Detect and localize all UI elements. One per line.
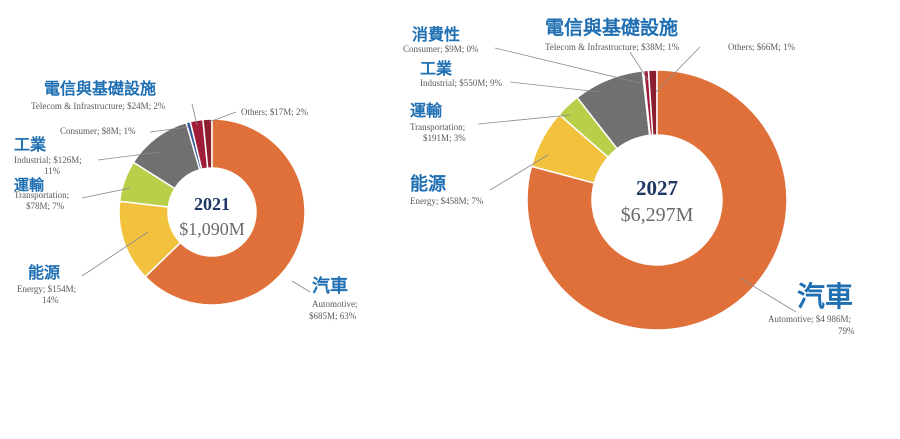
leader-consumer-2027: [494, 47, 641, 84]
label-en-transportation-2021: Transportation;: [14, 190, 69, 200]
label-zh-telecom-2021: 電信與基礎設施: [44, 79, 156, 98]
label-detail-automotive-2021: $685M; 63%: [309, 311, 357, 321]
year-label-2027: 2027: [636, 176, 678, 200]
label-en-telecom-2027: Telecom & Infrastructure; $38M; 1%: [545, 42, 680, 52]
chart-2027: 2027 $6,297M 汽車 Automotive; $4 986M; 79%…: [403, 16, 855, 336]
label-en-industrial-2027: Industrial; $550M; 9%: [420, 78, 502, 88]
label-zh-energy-2021: 能源: [28, 263, 60, 282]
leader-telecom-2021: [191, 103, 198, 126]
label-en-consumer-2021: Consumer; $8M; 1%: [60, 126, 136, 136]
label-detail-energy-2021: 14%: [42, 295, 59, 305]
leader-energy-2021: [81, 231, 149, 277]
label-en-consumer-2027: Consumer; $9M; 0%: [403, 44, 479, 54]
label-en-automotive-2021: Automotive;: [312, 299, 358, 309]
leader-automotive-2021: [291, 280, 311, 293]
label-zh-transportation-2027: 運輸: [410, 101, 443, 120]
label-zh-energy-2027: 能源: [410, 173, 446, 195]
label-detail-industrial-2021: 11%: [44, 166, 61, 176]
label-en-others-2021: Others; $17M; 2%: [241, 107, 308, 117]
leader-transportation-2021: [81, 187, 131, 199]
leader-consumer-2021: [149, 126, 189, 133]
label-zh-telecom-2027: 電信與基礎設施: [545, 16, 678, 39]
year-label-2021: 2021: [194, 194, 230, 214]
leader-others-2021: [208, 111, 237, 123]
leader-energy-2027: [489, 154, 549, 191]
label-en-industrial-2021: Industrial; $126M;: [14, 155, 82, 165]
label-zh-transportation-2021: 運輸: [14, 176, 45, 194]
label-zh-automotive-2027: 汽車: [797, 280, 853, 313]
label-detail-transportation-2027: $191M; 3%: [423, 133, 466, 143]
total-label-2027: $6,297M: [621, 204, 694, 226]
leader-automotive-2027: [739, 277, 797, 313]
leader-industrial-2021: [97, 151, 161, 161]
label-en-transportation-2027: Transportation;: [410, 122, 465, 132]
label-en-automotive-2027: Automotive; $4 986M;: [768, 314, 851, 324]
label-detail-automotive-2027: 79%: [838, 326, 855, 336]
leader-industrial-2027: [509, 81, 601, 93]
label-en-telecom-2021: Telecom & Infrastructure; $24M; 2%: [31, 101, 166, 111]
label-zh-consumer-2027: 消費性: [412, 25, 460, 44]
donut-hole-2021: [168, 168, 256, 256]
label-en-energy-2021: Energy; $154M;: [17, 284, 76, 294]
chart-2021: 2021 $1,090M 汽車 Automotive; $685M; 63% 能…: [14, 79, 358, 321]
total-label-2021: $1,090M: [179, 219, 245, 239]
leader-transportation-2027: [477, 114, 571, 125]
label-en-energy-2027: Energy; $458M; 7%: [410, 196, 484, 206]
label-zh-automotive-2021: 汽車: [312, 275, 348, 297]
leader-telecom-2027: [629, 51, 649, 81]
label-zh-industrial-2021: 工業: [14, 135, 47, 154]
label-detail-transportation-2021: $78M; 7%: [26, 201, 65, 211]
donut-hole-2027: [592, 135, 722, 265]
leader-others-2027: [655, 46, 701, 93]
label-zh-industrial-2027: 工業: [420, 59, 453, 78]
label-en-others-2027: Others; $66M; 1%: [728, 42, 795, 52]
